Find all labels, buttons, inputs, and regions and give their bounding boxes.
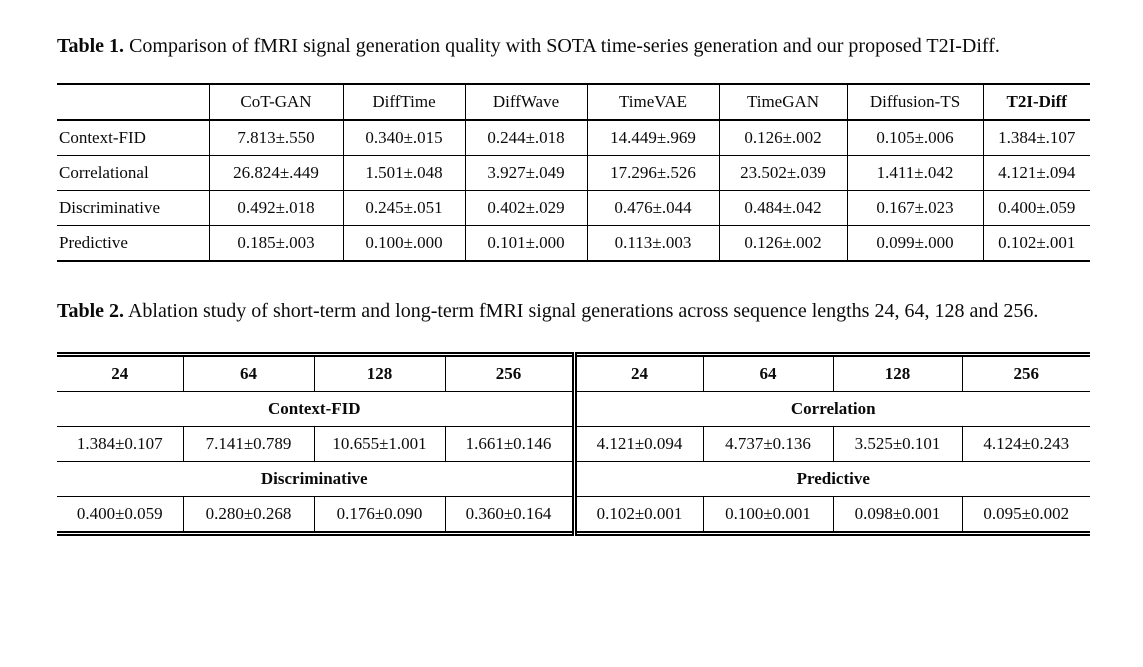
cell: 0.484±.042 <box>718 190 847 226</box>
seq-len: 64 <box>182 354 314 392</box>
table1-caption-text: Comparison of fMRI signal generation qua… <box>129 35 1000 57</box>
cell: 0.113±.003 <box>586 225 719 262</box>
cell: 17.296±.526 <box>586 155 719 191</box>
cell: 0.245±.051 <box>342 190 465 226</box>
table-row-predictive: Predictive 0.185±.003 0.100±.000 0.101±.… <box>57 225 1090 262</box>
cell: 0.095±0.002 <box>961 496 1090 534</box>
cell: 14.449±.969 <box>586 120 719 156</box>
seq-len: 24 <box>571 354 703 392</box>
row-label: Correlational <box>59 163 149 183</box>
cell: 7.141±0.789 <box>182 426 314 462</box>
cell: 0.105±.006 <box>846 120 983 156</box>
table-row-correlational: Correlational 26.824±.449 1.501±.048 3.9… <box>57 155 1090 191</box>
cell: 0.492±.018 <box>208 190 343 226</box>
metric-label-discriminative: Discriminative <box>260 468 368 488</box>
table2-seq-length-row: 24 64 128 256 24 64 128 256 <box>57 354 1090 392</box>
table1-col-timegan: TimeGAN <box>718 84 847 121</box>
table1-col-cot-gan: CoT-GAN <box>208 84 343 121</box>
seq-len: 64 <box>702 354 833 392</box>
metric-label-predictive: Predictive <box>571 461 1090 497</box>
cell: 4.737±0.136 <box>702 426 833 462</box>
cell: 1.661±0.146 <box>444 426 574 462</box>
table-row-context-fid: Context-FID 7.813±.550 0.340±.015 0.244±… <box>57 120 1090 156</box>
table2: 24 64 128 256 24 64 128 256 Context-FID … <box>57 351 1090 536</box>
cell: 0.167±.023 <box>846 190 983 226</box>
cell: 0.360±0.164 <box>444 496 574 534</box>
cell: 0.102±.001 <box>982 225 1090 262</box>
cell: 0.476±.044 <box>586 190 719 226</box>
metric-label-context-fid: Context-FID <box>267 398 361 418</box>
cell: 0.100±.000 <box>342 225 465 262</box>
table-row-discriminative: Discriminative 0.492±.018 0.245±.051 0.4… <box>57 190 1090 226</box>
cell: 1.384±.107 <box>982 120 1090 156</box>
table2-values-row-2: 0.400±0.059 0.280±0.268 0.176±0.090 0.36… <box>57 496 1090 534</box>
table1-header-row: CoT-GAN DiffTime DiffWave TimeVAE TimeGA… <box>57 84 1090 121</box>
table1: CoT-GAN DiffTime DiffWave TimeVAE TimeGA… <box>57 83 1090 263</box>
cell: 23.502±.039 <box>718 155 847 191</box>
cell: 7.813±.550 <box>208 120 343 156</box>
seq-len: 256 <box>961 354 1090 392</box>
cell: 0.126±.002 <box>718 120 847 156</box>
cell: 0.340±.015 <box>342 120 465 156</box>
cell: 4.121±.094 <box>982 155 1090 191</box>
table2-metric-row-2: Discriminative Predictive <box>57 461 1090 497</box>
cell: 1.501±.048 <box>342 155 465 191</box>
cell: 0.280±0.268 <box>182 496 314 534</box>
table1-col-difftime: DiffTime <box>342 84 465 121</box>
table1-col-diffusion-ts: Diffusion-TS <box>846 84 983 121</box>
row-label: Discriminative <box>59 198 161 218</box>
cell: 0.176±0.090 <box>313 496 445 534</box>
seq-len: 256 <box>444 354 574 392</box>
cell: 0.185±.003 <box>208 225 343 262</box>
cell: 0.400±.059 <box>982 190 1090 226</box>
row-label: Context-FID <box>59 128 146 148</box>
cell: 4.121±0.094 <box>571 426 703 462</box>
cell: 3.525±0.101 <box>832 426 962 462</box>
cell: 0.244±.018 <box>464 120 587 156</box>
seq-len: 128 <box>832 354 962 392</box>
table1-col-t2i-diff: T2I-Diff <box>982 84 1090 121</box>
table2-values-row-1: 1.384±0.107 7.141±0.789 10.655±1.001 1.6… <box>57 426 1090 462</box>
cell: 10.655±1.001 <box>313 426 445 462</box>
metric-label-correlation: Correlation <box>571 391 1090 427</box>
table2-caption: Table 2. Ablation study of short-term an… <box>57 295 1090 327</box>
cell: 0.400±0.059 <box>76 503 163 523</box>
cell: 0.102±0.001 <box>571 496 703 534</box>
cell: 3.927±.049 <box>464 155 587 191</box>
seq-len: 128 <box>313 354 445 392</box>
cell: 0.100±0.001 <box>702 496 833 534</box>
cell: 26.824±.449 <box>208 155 343 191</box>
cell: 1.384±0.107 <box>76 433 163 453</box>
cell: 4.124±0.243 <box>961 426 1090 462</box>
row-label: Predictive <box>59 233 128 253</box>
table1-col-timevae: TimeVAE <box>586 84 719 121</box>
table1-corner-cell <box>57 84 209 120</box>
cell: 0.101±.000 <box>464 225 587 262</box>
seq-len: 24 <box>111 363 129 383</box>
table1-col-diffwave: DiffWave <box>464 84 587 121</box>
table1-caption: Table 1. Comparison of fMRI signal gener… <box>57 30 1090 62</box>
cell: 0.098±0.001 <box>832 496 962 534</box>
table2-caption-label: Table 2. <box>57 300 125 323</box>
table2-caption-text: Ablation study of short-term and long-te… <box>127 300 1039 323</box>
cell: 0.402±.029 <box>464 190 587 226</box>
table1-caption-label: Table 1. <box>57 35 125 57</box>
cell: 0.099±.000 <box>846 225 983 262</box>
cell: 1.411±.042 <box>846 155 983 191</box>
table2-metric-row-1: Context-FID Correlation <box>57 391 1090 427</box>
cell: 0.126±.002 <box>718 225 847 262</box>
